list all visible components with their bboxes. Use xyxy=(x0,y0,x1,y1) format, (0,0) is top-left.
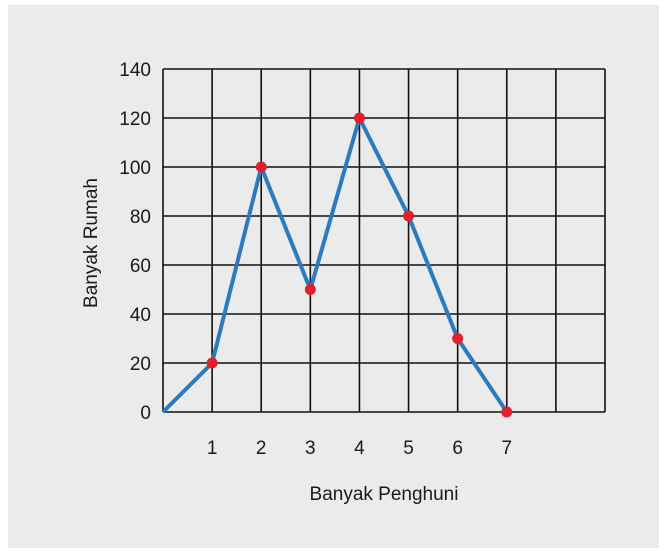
y-tick-label: 140 xyxy=(119,60,151,81)
x-tick-label: 7 xyxy=(501,438,512,459)
data-point-marker xyxy=(353,112,365,124)
data-point-group xyxy=(206,112,513,418)
x-tick-label: 5 xyxy=(403,438,414,459)
x-axis-title: Banyak Penghuni xyxy=(310,484,459,505)
y-axis-title: Banyak Rumah xyxy=(81,178,102,308)
x-tick-label: 2 xyxy=(256,438,267,459)
y-tick-label: 40 xyxy=(130,305,151,326)
data-point-marker xyxy=(304,284,316,295)
data-point-marker xyxy=(255,161,267,173)
data-point-marker xyxy=(206,357,218,369)
chart-grid xyxy=(162,68,606,413)
data-point-marker xyxy=(403,210,415,222)
x-tick-label: 1 xyxy=(207,438,218,459)
series-line xyxy=(161,112,509,414)
x-tick-label: 3 xyxy=(305,438,316,459)
y-tick-label: 100 xyxy=(119,158,151,179)
y-tick-label: 0 xyxy=(140,403,151,424)
series-line-group xyxy=(161,112,509,414)
x-tick-label: 6 xyxy=(452,438,463,459)
data-point-marker xyxy=(501,406,513,418)
y-tick-label: 80 xyxy=(130,207,151,228)
chart-panel xyxy=(8,5,659,548)
y-tick-label: 120 xyxy=(119,109,151,130)
y-tick-label: 20 xyxy=(130,354,151,375)
x-tick-label: 4 xyxy=(354,438,365,459)
y-tick-label: 60 xyxy=(130,256,151,277)
data-point-marker xyxy=(452,333,464,344)
tick-labels: 0 20 40 60 80 100 120 140 1 2 3 4 5 6 7 xyxy=(119,60,512,459)
